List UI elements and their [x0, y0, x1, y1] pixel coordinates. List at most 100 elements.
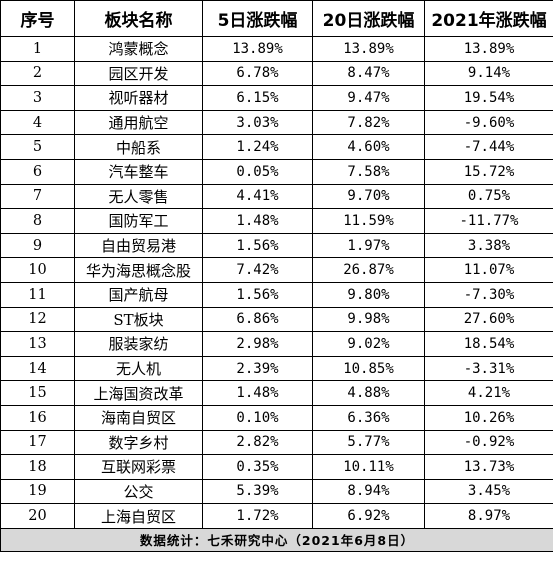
change-5day: 5.39% [202, 478, 313, 505]
change-20day: 9.02% [312, 331, 425, 357]
sector-name: 上海自贸区 [74, 503, 203, 529]
sector-name: 服装家纺 [74, 331, 203, 357]
change-5day: 6.78% [202, 60, 313, 87]
table-row: 3 视听器材 6.15% 9.47% 19.54% [0, 85, 553, 111]
change-20day: 8.47% [312, 60, 425, 87]
change-2021: 8.97% [424, 503, 553, 529]
change-20day: 7.58% [312, 158, 425, 185]
header-2021-change: 2021年涨跌幅 [424, 0, 553, 37]
header-20day-change: 20日涨跌幅 [312, 0, 425, 37]
table-row: 8 国防军工 1.48% 11.59% -11.77% [0, 208, 553, 234]
table-row: 2 园区开发 6.78% 8.47% 9.14% [0, 60, 553, 87]
change-2021: 4.21% [424, 380, 553, 406]
change-2021: 13.73% [424, 454, 553, 480]
table-row: 13 服装家纺 2.98% 9.02% 18.54% [0, 331, 553, 357]
change-5day: 1.48% [202, 380, 313, 406]
change-5day: 1.56% [202, 232, 313, 259]
row-index: 11 [0, 281, 75, 308]
change-5day: 0.35% [202, 454, 313, 480]
change-5day: 2.82% [202, 429, 313, 456]
change-2021: 15.72% [424, 158, 553, 185]
change-20day: 10.85% [312, 355, 425, 382]
change-2021: 0.75% [424, 183, 553, 210]
change-20day: 9.98% [312, 306, 425, 333]
table-row: 9 自由贸易港 1.56% 1.97% 3.38% [0, 232, 553, 259]
sector-name: 汽车整车 [74, 158, 203, 185]
table-row: 16 海南自贸区 0.10% 6.36% 10.26% [0, 404, 553, 431]
row-index: 13 [0, 331, 75, 357]
table-row: 5 中船系 1.24% 4.60% -7.44% [0, 134, 553, 160]
sector-name: 上海国资改革 [74, 380, 203, 406]
row-index: 17 [0, 429, 75, 456]
row-index: 3 [0, 85, 75, 111]
change-2021: 9.14% [424, 60, 553, 87]
header-index: 序号 [0, 0, 75, 37]
table-row: 10 华为海思概念股 7.42% 26.87% 11.07% [0, 257, 553, 283]
change-5day: 0.10% [202, 404, 313, 431]
change-20day: 8.94% [312, 478, 425, 505]
change-2021: 27.60% [424, 306, 553, 333]
change-2021: 19.54% [424, 85, 553, 111]
change-2021: 11.07% [424, 257, 553, 283]
change-5day: 13.89% [202, 36, 313, 62]
table-row: 17 数字乡村 2.82% 5.77% -0.92% [0, 429, 553, 456]
change-2021: 13.89% [424, 36, 553, 62]
data-source-note: 数据统计：七禾研究中心（2021年6月8日） [0, 527, 553, 552]
table-row: 20 上海自贸区 1.72% 6.92% 8.97% [0, 503, 553, 529]
table-row: 19 公交 5.39% 8.94% 3.45% [0, 478, 553, 505]
row-index: 7 [0, 183, 75, 210]
row-index: 1 [0, 36, 75, 62]
change-20day: 4.88% [312, 380, 425, 406]
row-index: 18 [0, 454, 75, 480]
change-2021: 18.54% [424, 331, 553, 357]
row-index: 8 [0, 208, 75, 234]
row-index: 19 [0, 478, 75, 505]
row-index: 16 [0, 404, 75, 431]
sector-name: 中船系 [74, 134, 203, 160]
sector-name: 无人零售 [74, 183, 203, 210]
row-index: 15 [0, 380, 75, 406]
row-index: 6 [0, 158, 75, 185]
change-5day: 6.15% [202, 85, 313, 111]
change-20day: 10.11% [312, 454, 425, 480]
change-20day: 6.92% [312, 503, 425, 529]
change-5day: 1.24% [202, 134, 313, 160]
table-row: 6 汽车整车 0.05% 7.58% 15.72% [0, 158, 553, 185]
row-index: 20 [0, 503, 75, 529]
sector-name: ST板块 [74, 306, 203, 333]
change-5day: 1.56% [202, 281, 313, 308]
change-2021: -7.44% [424, 134, 553, 160]
change-5day: 6.86% [202, 306, 313, 333]
sector-name: 园区开发 [74, 60, 203, 87]
change-2021: -3.31% [424, 355, 553, 382]
header-sector-name: 板块名称 [74, 0, 203, 37]
change-20day: 1.97% [312, 232, 425, 259]
sector-name: 通用航空 [74, 109, 203, 136]
change-20day: 26.87% [312, 257, 425, 283]
table-row: 1 鸿蒙概念 13.89% 13.89% 13.89% [0, 36, 553, 62]
change-5day: 2.98% [202, 331, 313, 357]
sector-name: 互联网彩票 [74, 454, 203, 480]
sector-name: 鸿蒙概念 [74, 36, 203, 62]
change-2021: -0.92% [424, 429, 553, 456]
change-5day: 1.72% [202, 503, 313, 529]
change-20day: 11.59% [312, 208, 425, 234]
change-20day: 5.77% [312, 429, 425, 456]
sector-name: 公交 [74, 478, 203, 505]
sector-name: 自由贸易港 [74, 232, 203, 259]
sector-name: 国防军工 [74, 208, 203, 234]
change-20day: 9.47% [312, 85, 425, 111]
row-index: 12 [0, 306, 75, 333]
change-5day: 1.48% [202, 208, 313, 234]
change-2021: -11.77% [424, 208, 553, 234]
header-5day-change: 5日涨跌幅 [202, 0, 313, 37]
sector-name: 无人机 [74, 355, 203, 382]
row-index: 2 [0, 60, 75, 87]
sector-name: 国产航母 [74, 281, 203, 308]
change-5day: 3.03% [202, 109, 313, 136]
sector-name: 视听器材 [74, 85, 203, 111]
change-20day: 9.80% [312, 281, 425, 308]
row-index: 10 [0, 257, 75, 283]
